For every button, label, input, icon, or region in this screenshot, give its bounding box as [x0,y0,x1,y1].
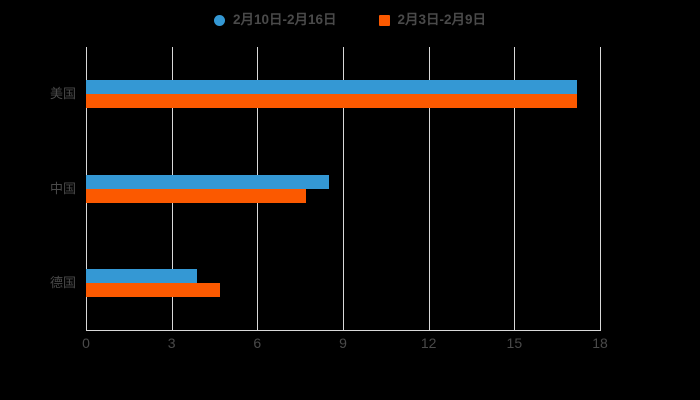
y-axis-label-中国: 中国 [49,180,76,196]
bar-德国-series-2[interactable] [86,282,221,297]
legend-marker-square-icon [378,14,390,26]
x-axis-tick-15: 15 [506,335,523,351]
legend-marker-circle-icon [213,14,225,26]
y-axis-label-美国: 美国 [49,86,76,102]
x-axis-line [86,330,601,331]
legend-item-series-1[interactable]: 2月10日-2月16日 [213,12,337,28]
gridline-15 [514,47,516,330]
gridline-18 [600,47,601,330]
y-axis-label-德国: 德国 [49,274,76,290]
legend-label-series-1: 2月10日-2月16日 [232,12,337,28]
x-axis-tick-9: 9 [339,335,347,351]
x-axis-tick-12: 12 [420,335,437,351]
chart-legend: 2月10日-2月16日 2月3日-2月9日 [0,6,700,34]
bar-中国-series-1[interactable] [86,174,329,189]
x-axis-tick-18: 18 [592,335,608,351]
bar-中国-series-2[interactable] [86,188,306,203]
plot-area [86,47,601,330]
x-axis-tick-6: 6 [253,335,262,351]
legend-label-series-2: 2月3日-2月9日 [397,12,487,28]
bar-德国-series-1[interactable] [86,268,198,283]
bar-美国-series-1[interactable] [86,80,578,95]
gridline-12 [428,47,430,330]
x-axis-tick-0: 0 [82,335,90,351]
legend-item-series-2[interactable]: 2月3日-2月9日 [378,12,487,28]
x-axis-tick-3: 3 [167,335,176,351]
bar-美国-series-2[interactable] [86,94,578,109]
gridline-9 [343,47,344,330]
